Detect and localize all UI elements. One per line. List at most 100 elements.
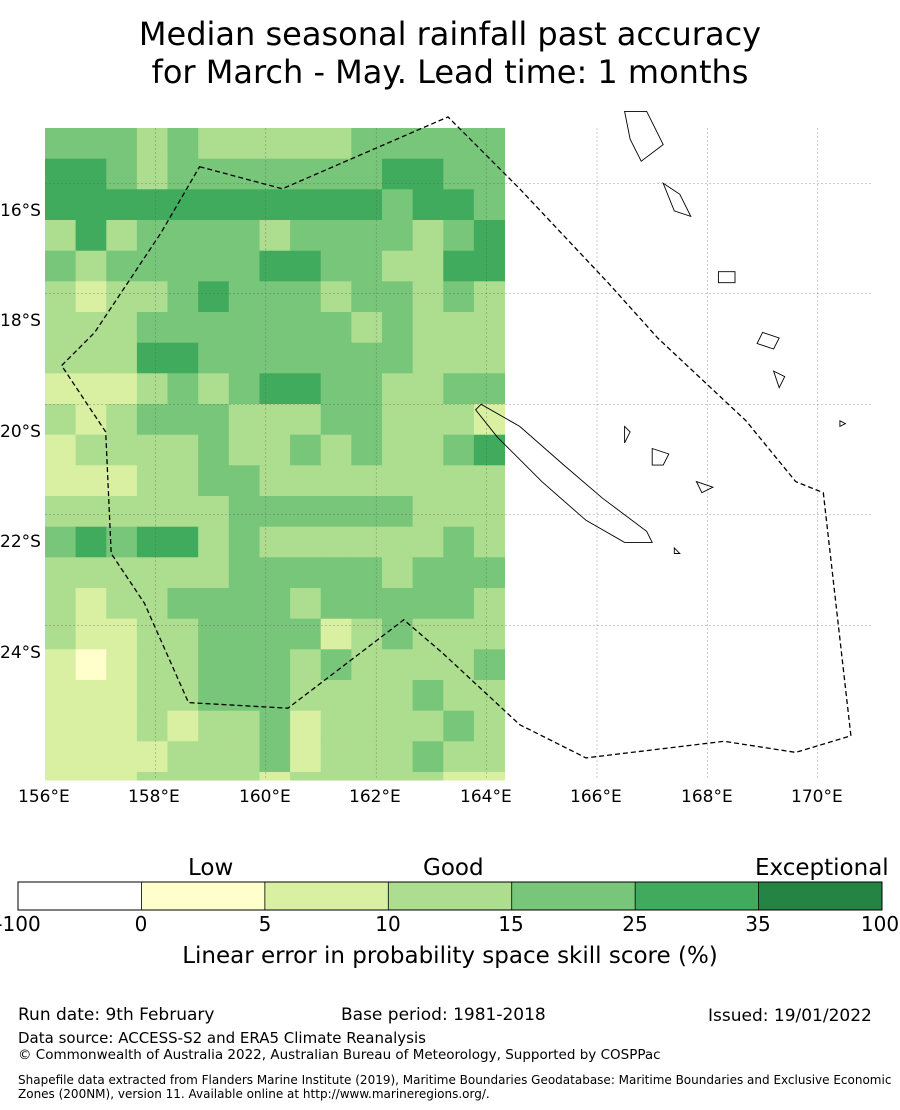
skill-cell [136, 158, 168, 190]
skill-cell [75, 189, 107, 221]
skill-cell [167, 342, 199, 374]
colorbar [17, 881, 883, 911]
skill-cell [136, 281, 168, 313]
skill-cell [259, 312, 291, 344]
skill-cell [382, 710, 414, 742]
lat-label-18s: 18°S [0, 311, 41, 331]
colorbar-category-low: Low [188, 855, 234, 881]
skill-cell [45, 373, 77, 405]
skill-cell [443, 618, 475, 650]
run-date: Run date: 9th February [18, 1005, 215, 1025]
colorbar-tick: 100 [860, 912, 900, 936]
lat-label-22s: 22°S [0, 532, 41, 552]
skill-cell [382, 342, 414, 374]
skill-cell [106, 526, 138, 558]
skill-cell [45, 588, 77, 620]
island-isle-of-pines [673, 546, 681, 554]
skill-cell [167, 588, 199, 620]
skill-cell [75, 250, 107, 282]
data-source: Data source: ACCESS-S2 and ERA5 Climate … [18, 1029, 426, 1047]
skill-cell [45, 680, 77, 712]
skill-cell [412, 342, 444, 374]
skill-cell [228, 189, 260, 221]
skill-cell [382, 526, 414, 558]
skill-cell [290, 220, 322, 252]
skill-cell [259, 281, 291, 313]
skill-cell [351, 128, 383, 160]
skill-cell [45, 342, 77, 374]
skill-cell [228, 710, 260, 742]
skill-cell [473, 189, 505, 221]
skill-cell [136, 557, 168, 589]
skill-cell [443, 526, 475, 558]
skill-cell [473, 250, 505, 282]
map-title-line-2: for March - May. Lead time: 1 months [151, 53, 749, 91]
skill-cell [259, 588, 291, 620]
skill-cell [382, 373, 414, 405]
lon-label-158e: 158°E [128, 787, 180, 807]
skill-cell [351, 189, 383, 221]
skill-cell [45, 496, 77, 528]
skill-cell [228, 342, 260, 374]
skill-cell [198, 710, 230, 742]
skill-cell [290, 404, 322, 436]
skill-cell [259, 342, 291, 374]
skill-cell [320, 158, 352, 190]
skill-cell [75, 557, 107, 589]
skill-cell [228, 588, 260, 620]
skill-cell [75, 373, 107, 405]
skill-cell [443, 710, 475, 742]
skill-cell [473, 741, 505, 773]
skill-cell [198, 220, 230, 252]
skill-cell [136, 312, 168, 344]
island-espiritu-santo [624, 110, 664, 162]
skill-cell [167, 557, 199, 589]
skill-cell [351, 588, 383, 620]
skill-cell [320, 649, 352, 681]
skill-cell [290, 189, 322, 221]
skill-cell [167, 618, 199, 650]
skill-cell [382, 772, 414, 781]
skill-cell [75, 128, 107, 160]
skill-cell [412, 588, 444, 620]
map-title-line-1: Median seasonal rainfall past accuracy [138, 15, 762, 53]
skill-cell [473, 526, 505, 558]
skill-cell [382, 220, 414, 252]
skill-cell [473, 434, 505, 466]
skill-cell [259, 649, 291, 681]
skill-cell [75, 465, 107, 497]
skill-cell [290, 128, 322, 160]
skill-cell [351, 741, 383, 773]
skill-cell [228, 772, 260, 781]
skill-cell [106, 680, 138, 712]
skill-cell [136, 649, 168, 681]
skill-cell [198, 281, 230, 313]
skill-cell [198, 496, 230, 528]
skill-cell [45, 434, 77, 466]
colorbar-segment [18, 882, 142, 910]
skill-cell [473, 588, 505, 620]
skill-cell [443, 220, 475, 252]
shapefile-credit: Shapefile data extracted from Flanders M… [18, 1073, 892, 1101]
skill-cell [228, 220, 260, 252]
skill-cell [75, 434, 107, 466]
skill-cell [45, 710, 77, 742]
skill-cell [320, 710, 352, 742]
skill-cell [228, 618, 260, 650]
skill-cell [473, 373, 505, 405]
skill-cell [167, 496, 199, 528]
graticule [45, 128, 873, 780]
skill-cell [259, 741, 291, 773]
skill-cell [75, 710, 107, 742]
skill-cell [412, 557, 444, 589]
skill-cell [473, 557, 505, 589]
skill-cell [412, 680, 444, 712]
lon-label-168e: 168°E [681, 787, 733, 807]
colorbar-frame [17, 881, 883, 911]
skill-cell [136, 588, 168, 620]
skill-cell [259, 710, 291, 742]
skill-cell [75, 404, 107, 436]
skill-cell [259, 465, 291, 497]
skill-cell [167, 250, 199, 282]
skill-cell [228, 557, 260, 589]
